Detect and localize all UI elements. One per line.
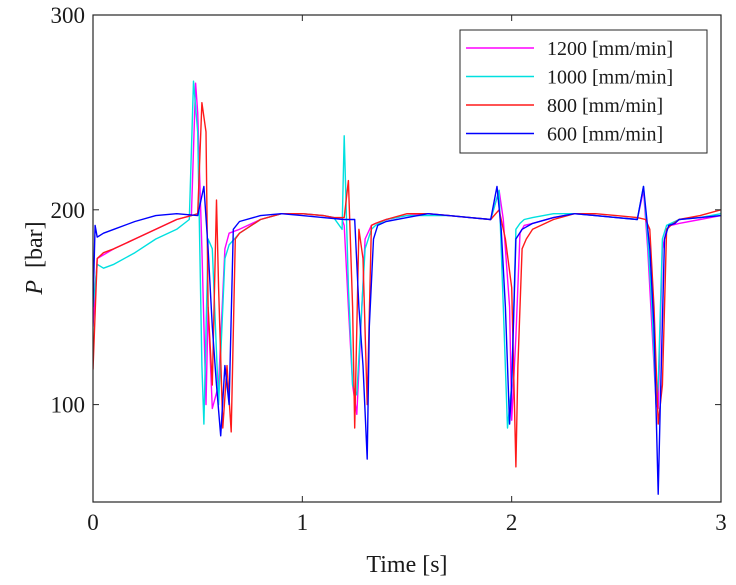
- y-axis-label-symbol: P: [22, 280, 48, 296]
- legend: 1200 [mm/min] 1000 [mm/min] 800 [mm/min] 60…: [459, 29, 708, 154]
- x-tick-label: 0: [87, 510, 99, 535]
- plot-frame: [92, 14, 722, 503]
- y-tick-label: 100: [51, 393, 86, 418]
- legend-box: [459, 29, 708, 154]
- series-line-600: [93, 185, 721, 495]
- x-tick-label: 3: [715, 510, 727, 535]
- legend-label: 1200 [mm/min]: [547, 38, 673, 60]
- y-axis-label: P [bar]: [22, 221, 48, 295]
- x-tick-label: 2: [506, 510, 518, 535]
- x-tick-label: 1: [297, 510, 309, 535]
- series-line-800: [93, 102, 721, 468]
- x-axis-label: Time [s]: [366, 552, 447, 578]
- legend-label: 600 [mm/min]: [547, 124, 663, 146]
- y-tick-label: 200: [51, 198, 86, 223]
- legend-label: 1000 [mm/min]: [547, 67, 673, 89]
- legend-label: 800 [mm/min]: [547, 95, 663, 117]
- y-axis-label-unit: [bar]: [22, 221, 48, 268]
- y-tick-label: 300: [51, 3, 86, 28]
